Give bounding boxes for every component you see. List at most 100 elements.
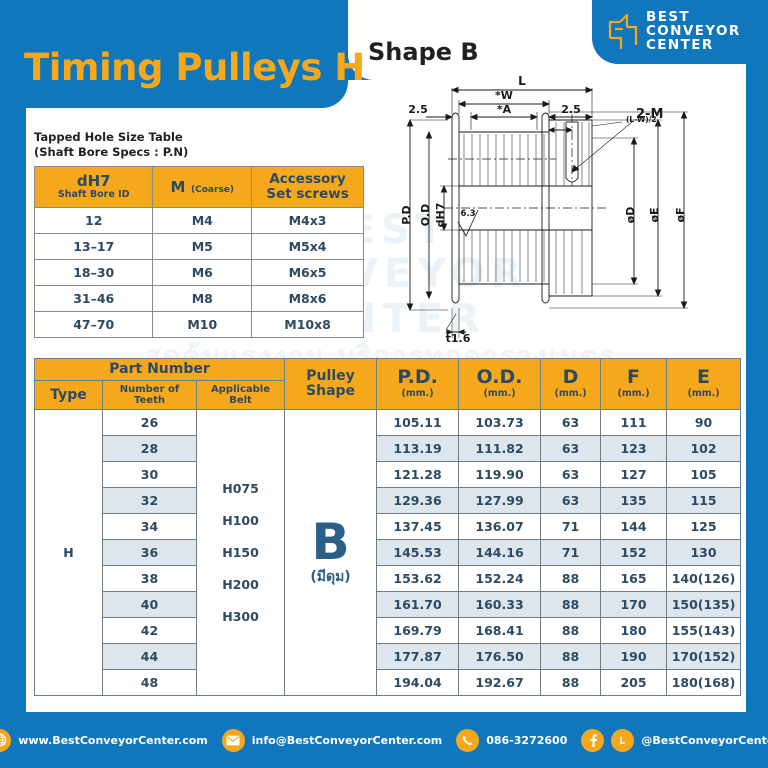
spec-header-part-number: Part Number — [33, 357, 286, 382]
tapped-cell-screw: M10x8 — [251, 311, 364, 339]
spec-cell-d: 88 — [540, 617, 602, 645]
table-row: 31–46 M8 M8x6 — [33, 285, 364, 313]
spec-header-od-main: O.D. — [476, 365, 523, 388]
spec-header-pd: P.D. (mm.) — [376, 357, 460, 411]
dim-label-W: *W — [495, 89, 513, 102]
spec-cell-d: 88 — [540, 643, 602, 671]
dim-label-2M: 2-M — [636, 107, 663, 122]
dim-label-dH7: dH7 — [434, 203, 447, 228]
spec-cell-od: 160.33 — [458, 591, 542, 619]
spec-belt-label: H075 — [222, 481, 259, 497]
spec-header-e-unit: (mm.) — [687, 387, 720, 399]
tapped-cell-bore: 31–46 — [33, 285, 154, 313]
tapped-cell-bore: 47–70 — [33, 311, 154, 339]
bottom-blue-band — [0, 712, 768, 768]
table-row: 42 169.79 168.41 88 180 155(143) — [35, 617, 742, 645]
table-row: 48 194.04 192.67 88 205 180(168) — [35, 669, 742, 697]
footer-website[interactable]: www.BestConveyorCenter.com — [18, 733, 208, 747]
spec-header-row-1: Part Number Pulley Shape P.D. (mm.) O.D.… — [33, 357, 742, 411]
spec-cell-pd: 177.87 — [376, 643, 460, 671]
spec-cell-pd: 161.70 — [376, 591, 460, 619]
logo-line-1: BEST — [646, 9, 691, 26]
table-row: 18–30 M6 M6x5 — [33, 259, 364, 287]
dim-label-right-clearance: 2.5 — [561, 103, 581, 116]
dim-label-roughness: 6.3 — [460, 209, 475, 219]
tapped-header-m: M (Coarse) — [152, 165, 253, 209]
dim-label-phiF: øF — [674, 207, 687, 222]
spec-cell-f: 127 — [600, 461, 668, 489]
spec-header-f: F (mm.) — [600, 357, 668, 411]
spec-cell-e: 130 — [666, 539, 742, 567]
spec-header-pd-main: P.D. — [397, 365, 438, 388]
title-block: Timing Pulleys H — [0, 26, 365, 108]
pulley-spec-section: Part Number Pulley Shape P.D. (mm.) O.D.… — [33, 357, 742, 697]
spec-cell-pd: 145.53 — [376, 539, 460, 567]
spec-cell-teeth: 40 — [102, 591, 197, 619]
footer-phone[interactable]: 086-3272600 — [486, 733, 568, 747]
spec-header-row-2: Type Number of Teeth Applicable Belt — [34, 380, 741, 411]
dim-label-t16: t1.6 — [446, 332, 471, 345]
spec-cell-belt-group: H075 H100 H150 H200 H300 — [195, 409, 286, 697]
spec-cell-od: 119.90 — [458, 461, 542, 489]
footer-email[interactable]: info@BestConveyorCenter.com — [251, 733, 443, 747]
spec-cell-pd: 121.28 — [376, 461, 460, 489]
tapped-caption-line-1: Tapped Hole Size Table — [34, 130, 183, 144]
tapped-header-bore-main: dH7 — [76, 172, 111, 191]
dim-label-lw2: (L-W)/2 — [626, 115, 657, 124]
tapped-cell-screw: M8x6 — [251, 285, 364, 313]
dim-label-PD: P.D — [400, 205, 413, 224]
envelope-icon[interactable] — [221, 728, 245, 752]
spec-cell-od: 136.07 — [458, 513, 542, 541]
table-row: 34 137.45 136.07 71 144 125 — [35, 513, 742, 541]
spec-belt-label: H150 — [222, 545, 259, 561]
facebook-icon[interactable] — [581, 728, 605, 752]
spec-belt-label: H300 — [222, 609, 259, 625]
brand-logo[interactable]: BEST CONVEYOR CENTER — [592, 0, 768, 64]
spec-cell-e: 105 — [666, 461, 742, 489]
spec-cell-pd: 169.79 — [376, 617, 460, 645]
spec-cell-pd: 129.36 — [376, 487, 460, 515]
tapped-header-screws: Accessory Set screws — [251, 165, 364, 209]
tapped-cell-screw: M6x5 — [251, 259, 364, 287]
spec-cell-d: 63 — [540, 487, 602, 515]
spec-cell-pd: 113.19 — [376, 435, 460, 463]
spec-header-type: Type — [34, 380, 103, 411]
spec-header-e-main: E — [697, 365, 711, 388]
spec-cell-teeth: 48 — [102, 669, 197, 697]
line-icon[interactable] — [611, 728, 635, 752]
spec-cell-teeth: 34 — [102, 513, 197, 541]
shape-b-technical-drawing: L *W *A 2.5 2.5 (L-W)/2 2-M 6.3 t1.6 P.D… — [400, 74, 688, 345]
logo-line-3: CENTER — [646, 36, 714, 53]
table-row: 47–70 M10 M10x8 — [33, 311, 364, 339]
tapped-header-m-sub: (Coarse) — [191, 185, 235, 196]
spec-header-d-main: D — [562, 365, 579, 388]
dim-label-phiE: øE — [648, 207, 661, 222]
spec-cell-od: 111.82 — [458, 435, 542, 463]
tapped-header-screws-line-1: Accessory — [269, 170, 346, 187]
table-row: 32 129.36 127.99 63 135 115 — [35, 487, 742, 515]
tapped-table-header-row: dH7 Shaft Bore ID M (Coarse) Accessory S… — [33, 165, 364, 209]
spec-header-od: O.D. (mm.) — [458, 357, 542, 411]
spec-cell-f: 180 — [600, 617, 668, 645]
spec-cell-e: 115 — [666, 487, 742, 515]
tapped-header-m-main: M — [170, 178, 186, 197]
tapped-cell-m: M6 — [152, 259, 253, 287]
spec-cell-pd: 137.45 — [376, 513, 460, 541]
footer-social[interactable]: @BestConveyorCenter — [641, 733, 768, 747]
globe-icon[interactable] — [0, 728, 12, 752]
spec-cell-e: 125 — [666, 513, 742, 541]
spec-cell-pd: 105.11 — [376, 409, 460, 437]
right-blue-rail — [746, 64, 768, 712]
spec-cell-d: 63 — [540, 435, 602, 463]
spec-cell-e: 90 — [666, 409, 742, 437]
table-row: 36 145.53 144.16 71 152 130 — [35, 539, 742, 567]
spec-cell-od: 192.67 — [458, 669, 542, 697]
phone-icon[interactable] — [456, 728, 480, 752]
table-row: 30 121.28 119.90 63 127 105 — [35, 461, 742, 489]
tapped-header-bore: dH7 Shaft Bore ID — [33, 165, 154, 209]
spec-cell-d: 71 — [540, 513, 602, 541]
spec-cell-od: 176.50 — [458, 643, 542, 671]
spec-cell-d: 88 — [540, 591, 602, 619]
spec-header-d-unit: (mm.) — [554, 387, 587, 399]
tapped-cell-m: M8 — [152, 285, 253, 313]
